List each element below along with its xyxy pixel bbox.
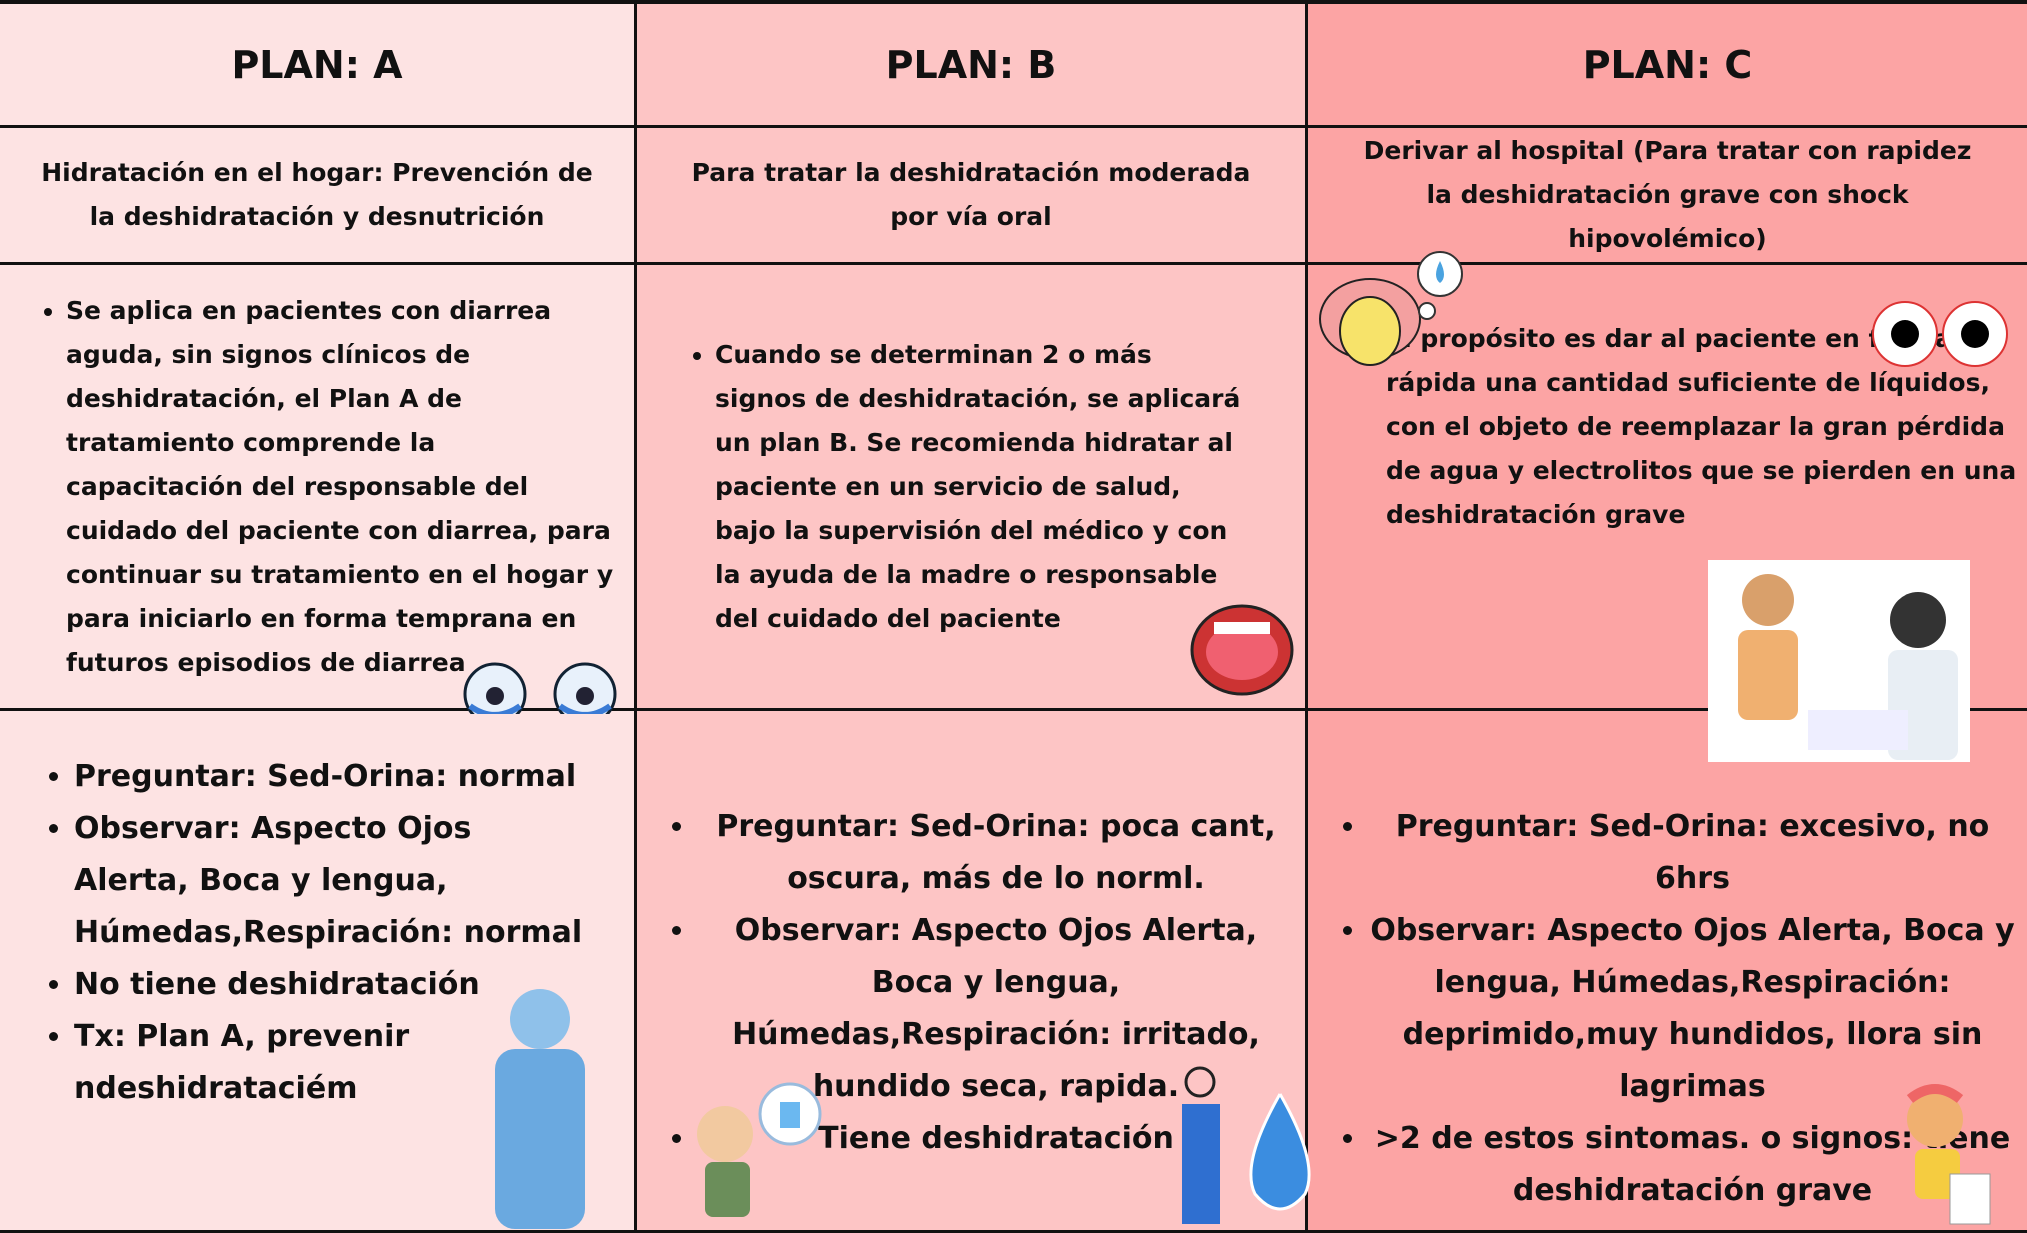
bullet-item: >2 de estos sintomas. o signos: tiene de…	[1368, 1113, 2017, 1217]
bullet-item: Observar: Aspecto Ojos Alerta, Boca y le…	[1368, 905, 2017, 1113]
plan-signs: Preguntar: Sed-Orina: excesivo, no 6hrsO…	[1308, 711, 2027, 1233]
bullet-item: Cuando se determinan 2 o más signos de d…	[715, 333, 1245, 641]
cell-text: Derivar al hospital (Para tratar con rap…	[1363, 136, 1972, 253]
bullet-list: Preguntar: Sed-Orina: normalObservar: As…	[0, 751, 634, 1115]
plan-subtitle: Hidratación en el hogar: Prevención de l…	[0, 128, 637, 265]
bullet-item: Preguntar: Sed-Orina: excesivo, no 6hrs	[1368, 801, 2017, 905]
illustration	[495, 989, 585, 1229]
illustration	[1906, 1084, 1991, 1225]
bullet-item: El propósito es dar al paciente en forma…	[1386, 317, 2017, 537]
cell-text: PLAN: A	[231, 42, 403, 87]
cell-text: PLAN: B	[885, 42, 1057, 87]
illustration	[1708, 560, 1970, 762]
cell-text: Para tratar la deshidratación moderada p…	[691, 158, 1251, 231]
plan-description: Se aplica en pacientes con diarrea aguda…	[0, 265, 637, 711]
plan-header: PLAN: B	[637, 4, 1308, 128]
bullet-item: Tx: Plan A, prevenir ndeshidrataciém	[74, 1011, 594, 1115]
illustration	[697, 1082, 822, 1217]
bullet-list: Preguntar: Sed-Orina: excesivo, no 6hrsO…	[1308, 801, 2027, 1217]
bullet-list: El propósito es dar al paciente en forma…	[1308, 317, 2027, 537]
plan-header: PLAN: C	[1308, 4, 2027, 128]
plan-header: PLAN: A	[0, 4, 637, 128]
bullet-item: Preguntar: Sed-Orina: poca cant, oscura,…	[697, 801, 1295, 905]
illustration	[1190, 604, 1294, 696]
cell-text: Hidratación en el hogar: Prevención de l…	[41, 158, 593, 231]
bullet-item: Se aplica en pacientes con diarrea aguda…	[66, 289, 614, 685]
bullet-list: Preguntar: Sed-Orina: poca cant, oscura,…	[637, 801, 1305, 1165]
bullet-list: Cuando se determinan 2 o más signos de d…	[637, 333, 1305, 641]
bullet-item: Observar: Aspecto Ojos Alerta, Boca y le…	[74, 803, 594, 959]
illustration	[463, 662, 617, 714]
plan-subtitle: Para tratar la deshidratación moderada p…	[637, 128, 1308, 265]
bullet-list: Se aplica en pacientes con diarrea aguda…	[0, 289, 634, 685]
cell-text: PLAN: C	[1582, 42, 1753, 87]
bullet-item: Tiene deshidratación	[697, 1113, 1295, 1165]
illustration	[1182, 1066, 1311, 1224]
bullet-item: No tiene deshidratación	[74, 959, 594, 1011]
bullet-item: Preguntar: Sed-Orina: normal	[74, 751, 594, 803]
illustration	[1872, 301, 2008, 367]
illustration	[1319, 251, 1463, 366]
plan-subtitle: Derivar al hospital (Para tratar con rap…	[1308, 128, 2027, 265]
bullet-item: Observar: Aspecto Ojos Alerta, Boca y le…	[697, 905, 1295, 1113]
